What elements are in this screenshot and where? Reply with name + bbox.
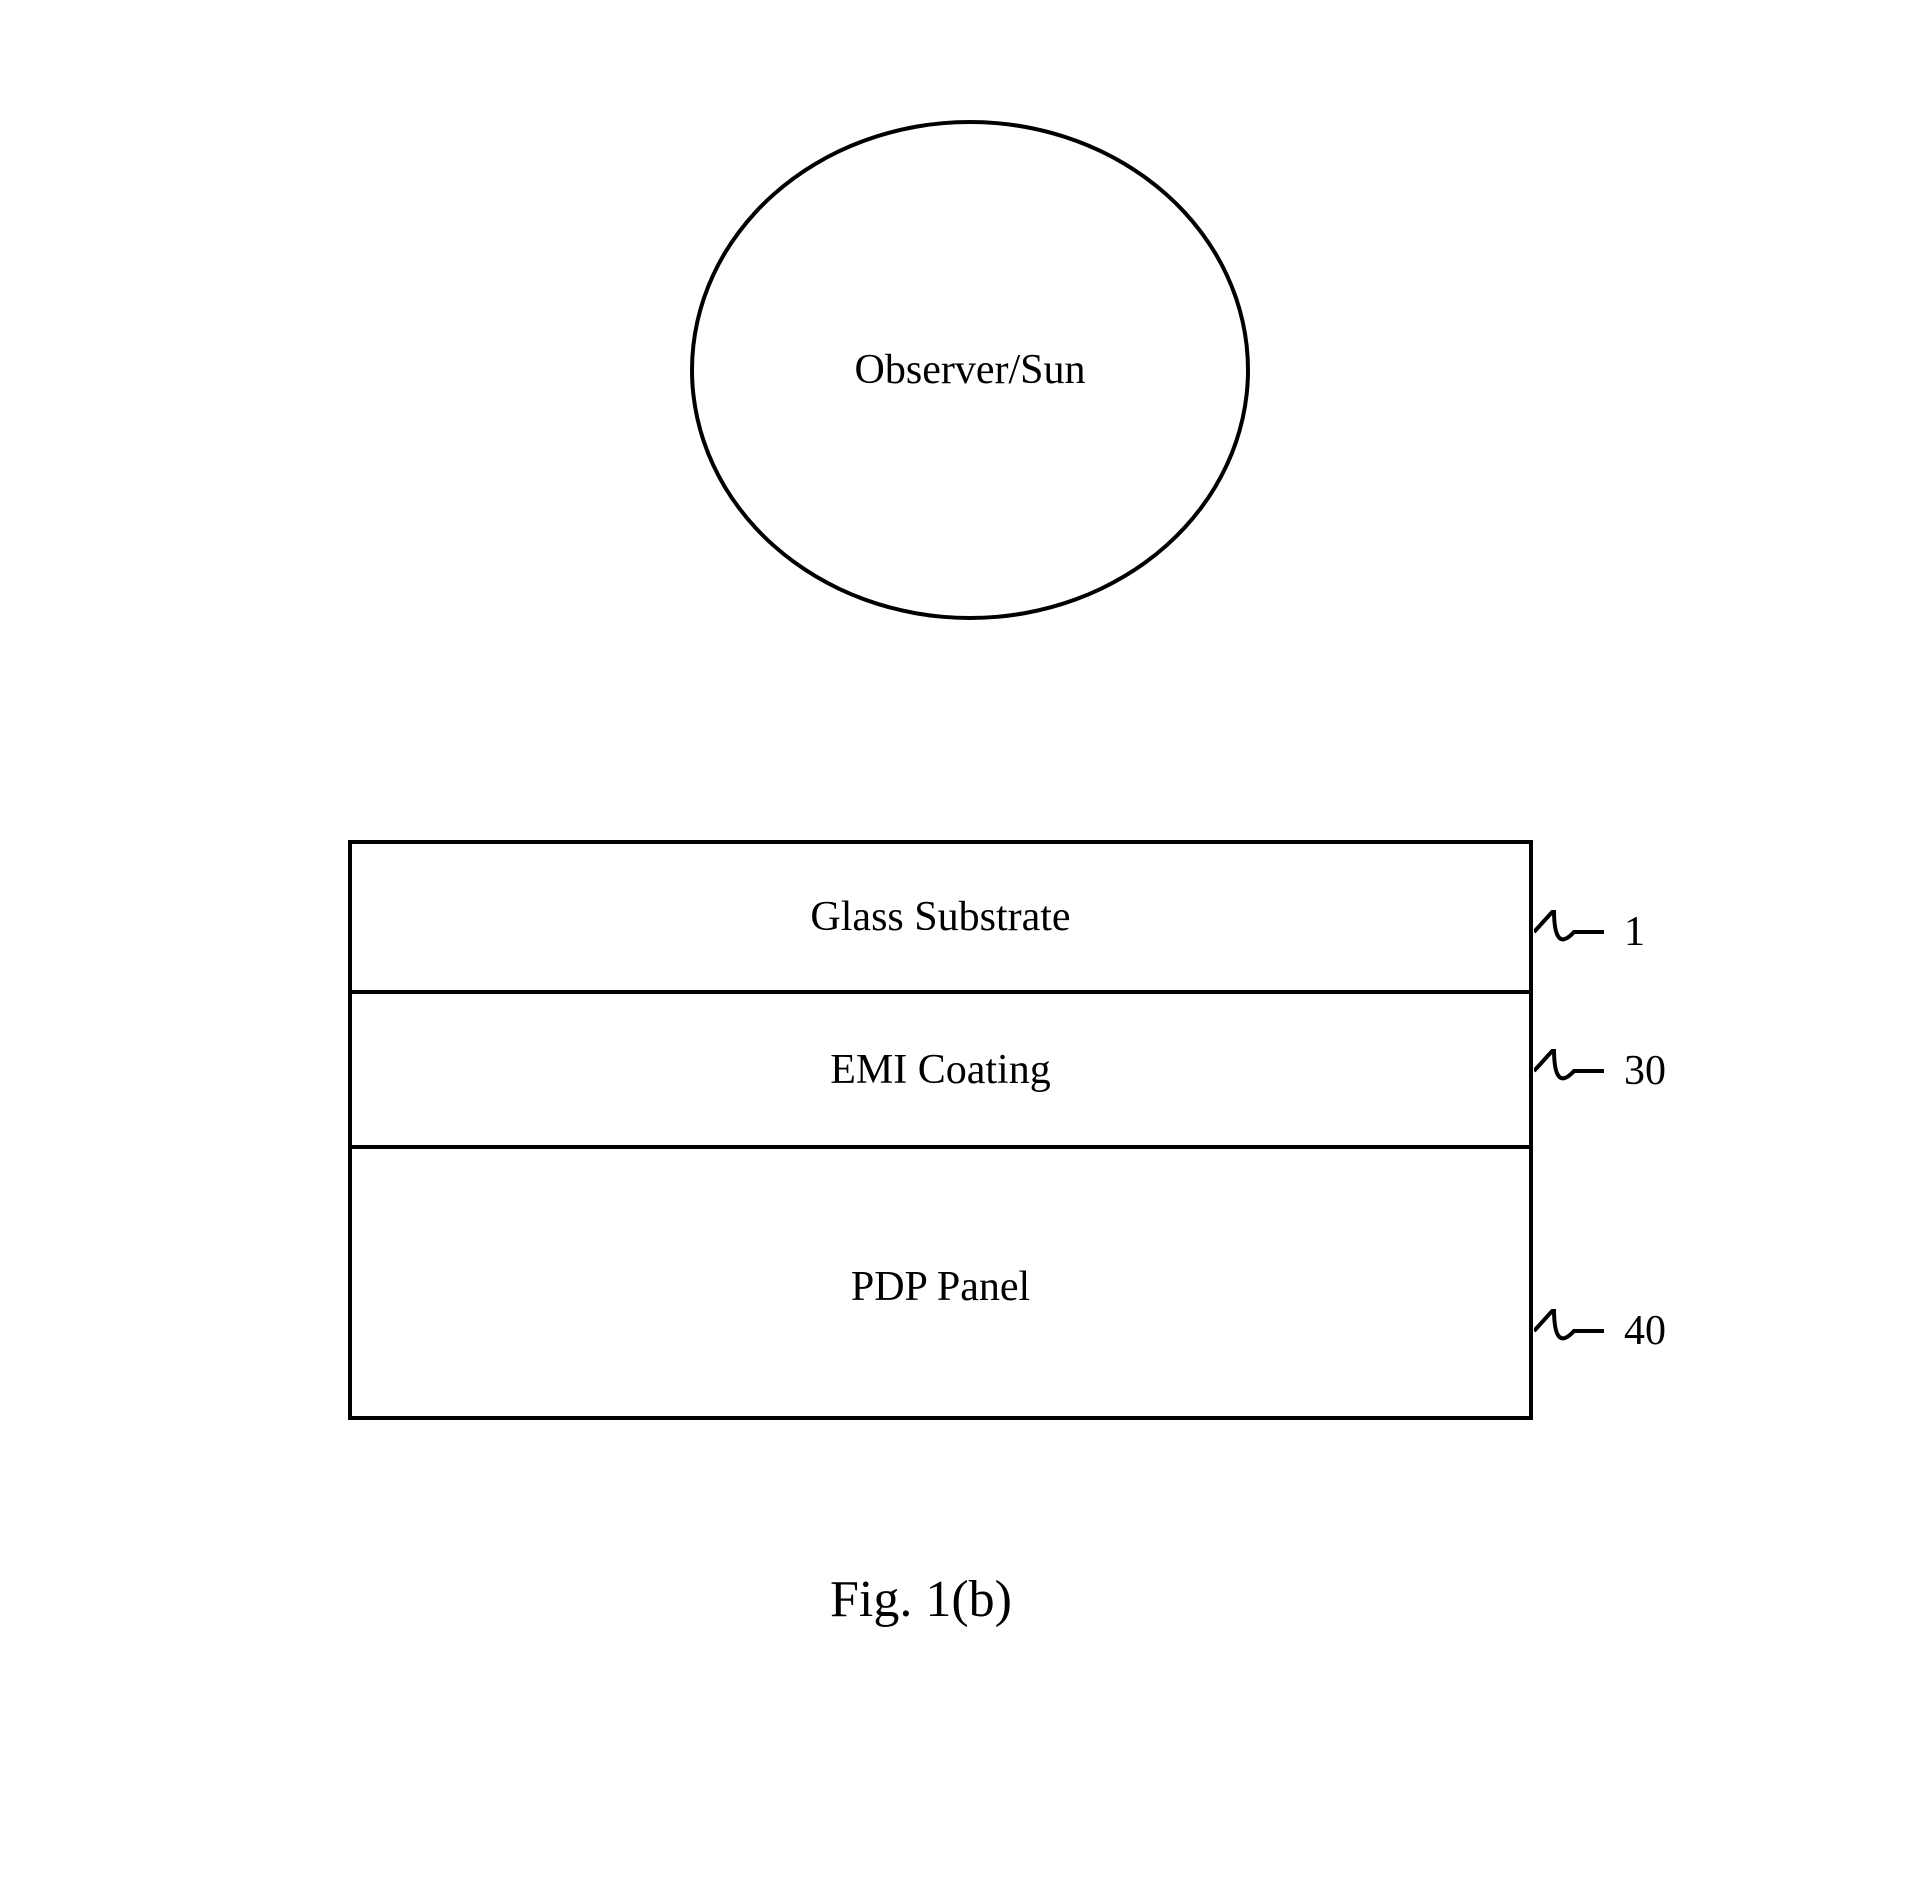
leader-curve-icon	[1534, 1049, 1604, 1093]
layer-emi-coating-label: EMI Coating	[830, 1046, 1050, 1094]
observer-sun-ellipse: Observer/Sun	[690, 120, 1250, 620]
leader-30: 30	[1534, 1047, 1666, 1095]
leader-curve-icon	[1534, 910, 1604, 954]
leader-1-label: 1	[1624, 908, 1645, 956]
layer-stack: Glass Substrate EMI Coating PDP Panel	[348, 840, 1533, 1420]
layer-glass-substrate: Glass Substrate	[352, 844, 1529, 994]
layer-emi-coating: EMI Coating	[352, 994, 1529, 1149]
leader-40: 40	[1534, 1307, 1666, 1355]
observer-sun-label: Observer/Sun	[855, 346, 1086, 394]
leader-curve-icon	[1534, 1309, 1604, 1353]
layer-pdp-panel-label: PDP Panel	[851, 1263, 1030, 1311]
leader-30-label: 30	[1624, 1047, 1666, 1095]
layer-pdp-panel: PDP Panel	[352, 1149, 1529, 1424]
layer-glass-substrate-label: Glass Substrate	[810, 893, 1070, 941]
figure-caption: Fig. 1(b)	[830, 1570, 1012, 1629]
leader-1: 1	[1534, 908, 1645, 956]
leader-40-label: 40	[1624, 1307, 1666, 1355]
